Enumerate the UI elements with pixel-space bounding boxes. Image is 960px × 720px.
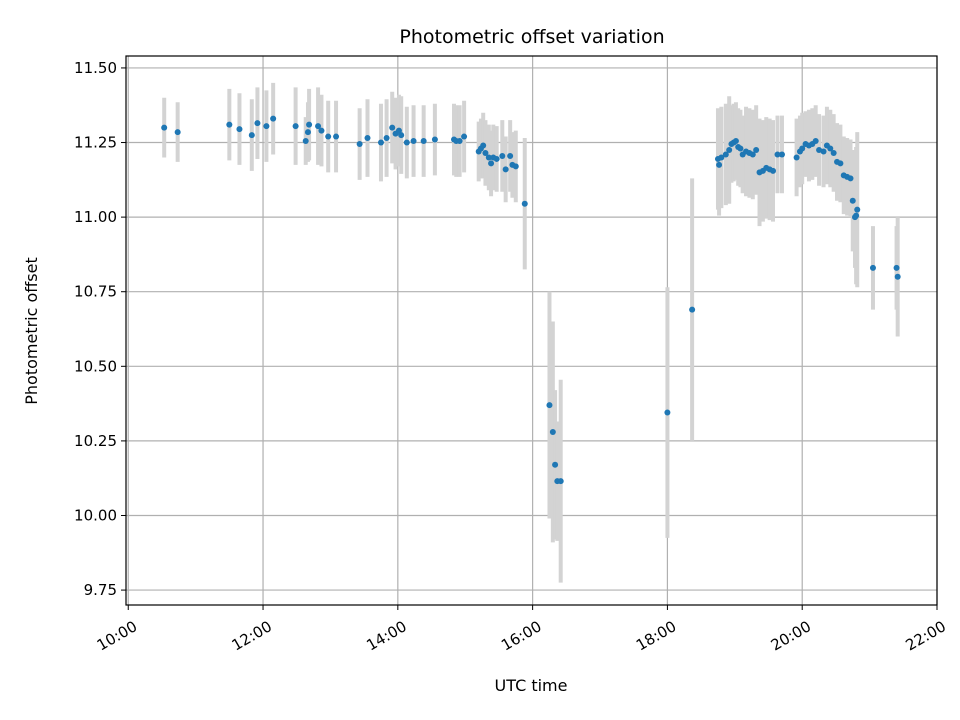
x-tick-label: 20:00 xyxy=(768,617,814,654)
data-point xyxy=(263,123,270,130)
data-point xyxy=(753,146,760,153)
data-point xyxy=(318,127,325,134)
data-point xyxy=(853,212,860,219)
data-point xyxy=(174,129,181,136)
data-point xyxy=(254,120,261,127)
data-point xyxy=(799,145,806,152)
data-point xyxy=(847,175,854,182)
data-point xyxy=(482,149,489,156)
data-point xyxy=(333,133,340,140)
chart-title: Photometric offset variation xyxy=(399,26,664,48)
data-point xyxy=(830,149,837,156)
data-point xyxy=(521,200,528,207)
data-point xyxy=(403,139,410,146)
y-tick-label: 10.75 xyxy=(74,283,117,301)
data-point xyxy=(778,151,785,158)
data-point xyxy=(718,154,725,161)
data-point xyxy=(485,154,492,161)
data-point xyxy=(161,124,168,131)
data-point xyxy=(431,136,438,143)
data-point xyxy=(749,151,756,158)
x-tick-label: 22:00 xyxy=(903,617,949,654)
data-point xyxy=(849,197,856,204)
data-point xyxy=(292,123,299,130)
errorbars xyxy=(162,82,900,583)
data-point xyxy=(837,160,844,167)
y-axis-label: Photometric offset xyxy=(22,257,41,405)
data-point xyxy=(270,115,277,122)
data-point xyxy=(770,167,777,174)
y-tick-label: 11.00 xyxy=(74,208,117,226)
data-point xyxy=(827,145,834,152)
data-point xyxy=(377,139,384,146)
data-point xyxy=(480,142,487,149)
x-tick-label: 14:00 xyxy=(363,617,409,654)
data-point xyxy=(306,121,313,128)
data-point xyxy=(383,135,390,142)
data-point xyxy=(546,402,553,409)
data-point xyxy=(820,148,827,155)
x-tick-label: 12:00 xyxy=(229,617,275,654)
y-tick-label: 10.00 xyxy=(74,506,117,524)
y-tick-label: 10.25 xyxy=(74,432,117,450)
data-point xyxy=(395,127,402,134)
plot-frame xyxy=(125,55,938,606)
data-point xyxy=(549,428,556,435)
data-point xyxy=(315,123,322,130)
y-tick-label: 9.75 xyxy=(84,581,117,599)
data-point xyxy=(716,161,723,168)
y-tick-label: 11.25 xyxy=(74,134,117,152)
data-point xyxy=(854,206,861,213)
data-point xyxy=(557,478,564,485)
data-point xyxy=(894,273,901,280)
data-point xyxy=(689,306,696,313)
x-axis-label: UTC time xyxy=(495,676,568,695)
data-point xyxy=(461,133,468,140)
data-point xyxy=(552,461,559,468)
data-point xyxy=(812,138,819,145)
data-point xyxy=(456,138,463,145)
data-point xyxy=(726,146,733,153)
data-point xyxy=(398,132,405,139)
data-point xyxy=(722,151,729,158)
data-point xyxy=(737,145,744,152)
data-point xyxy=(389,124,396,131)
data-points xyxy=(161,115,901,485)
data-point xyxy=(302,138,309,145)
data-point xyxy=(248,132,255,139)
data-point xyxy=(512,163,519,170)
data-point xyxy=(410,138,417,145)
data-point xyxy=(356,141,363,148)
x-tick-label: 10:00 xyxy=(94,617,140,654)
x-tick-label: 16:00 xyxy=(498,617,544,654)
data-point xyxy=(732,138,739,145)
data-point xyxy=(420,138,427,145)
data-point xyxy=(226,121,233,128)
y-tick-label: 10.50 xyxy=(74,357,117,375)
data-point xyxy=(793,154,800,161)
data-point xyxy=(364,135,371,142)
data-point xyxy=(493,155,500,162)
data-point xyxy=(236,126,243,133)
data-point xyxy=(325,133,332,140)
data-point xyxy=(488,160,495,167)
data-point xyxy=(893,264,900,271)
x-tick-label: 18:00 xyxy=(633,617,679,654)
data-point xyxy=(664,409,671,416)
data-point xyxy=(499,152,506,159)
y-tick-label: 11.50 xyxy=(74,59,117,77)
data-point xyxy=(304,129,311,136)
data-point xyxy=(869,264,876,271)
data-point xyxy=(507,152,514,159)
data-point xyxy=(502,166,509,173)
data-point xyxy=(774,151,781,158)
